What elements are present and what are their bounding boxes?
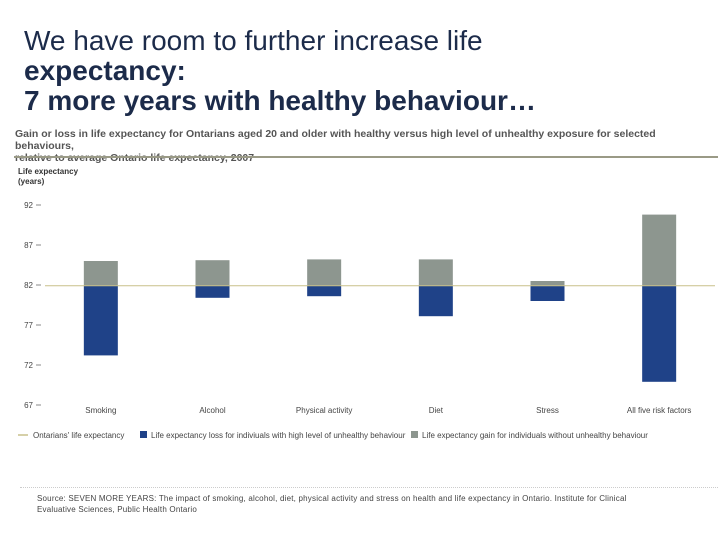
title-line: We have room to further increase life <box>24 25 483 56</box>
category-label: Stress <box>536 406 559 415</box>
subtitle-line: relative to average Ontario life expecta… <box>15 152 255 164</box>
loss-bar <box>307 285 342 297</box>
chart-area: Life expectancy (years) 92 87 82 77 72 67 Smokin… <box>0 160 720 460</box>
subtitle-divider <box>14 156 718 158</box>
y-axis-title: Life expectancy <box>18 167 79 176</box>
legend-label: Life expectancy gain for individuals wit… <box>422 431 648 440</box>
y-tick-label: 67 <box>24 401 33 410</box>
y-tick-label: 92 <box>24 201 33 210</box>
title-line: expectancy: <box>24 55 186 86</box>
source-note: Source: SEVEN MORE YEARS: The impact of … <box>37 493 687 515</box>
loss-bar <box>418 285 453 317</box>
category-label: Physical activity <box>296 406 352 415</box>
chart-subtitle: Gain or loss in life expectancy for Onta… <box>15 128 705 164</box>
gain-bar <box>307 259 342 286</box>
y-tick-label: 82 <box>24 281 33 290</box>
y-tick-label: 87 <box>24 241 33 250</box>
y-axis-title: (years) <box>18 177 45 186</box>
legend-label: Ontarians' life expectancy <box>33 431 124 440</box>
category-label: Alcohol <box>199 406 225 415</box>
category-label: Diet <box>429 406 444 415</box>
gain-bar <box>418 259 453 286</box>
slide-title: We have room to further increase life ex… <box>24 26 704 116</box>
gain-bar <box>195 260 230 286</box>
y-tick-label: 72 <box>24 361 33 370</box>
source-line: Evaluative Sciences, Public Health Ontar… <box>37 505 198 514</box>
loss-bar <box>530 285 565 301</box>
y-tick-label: 77 <box>24 321 33 330</box>
gain-bar <box>530 281 565 286</box>
life-expectancy-chart: Life expectancy(years) 92 87 82 77 72 67 Smokin… <box>18 167 715 440</box>
legend-swatch <box>411 431 418 438</box>
loss-bar <box>642 285 677 382</box>
legend-swatch <box>140 431 147 438</box>
loss-bar <box>195 285 230 298</box>
category-label: Smoking <box>85 406 116 415</box>
subtitle-line: Gain or loss in life expectancy for Onta… <box>15 128 656 152</box>
source-line: Source: SEVEN MORE YEARS: The impact of … <box>37 494 627 503</box>
gain-bar <box>83 261 118 286</box>
category-label: All five risk factors <box>627 406 691 415</box>
legend-label: Life expectancy loss for indiviuals with… <box>151 431 406 440</box>
gain-bar <box>642 214 677 286</box>
loss-bar <box>83 285 118 356</box>
source-divider <box>20 487 718 489</box>
title-line: 7 more years with healthy behaviour… <box>24 85 536 116</box>
